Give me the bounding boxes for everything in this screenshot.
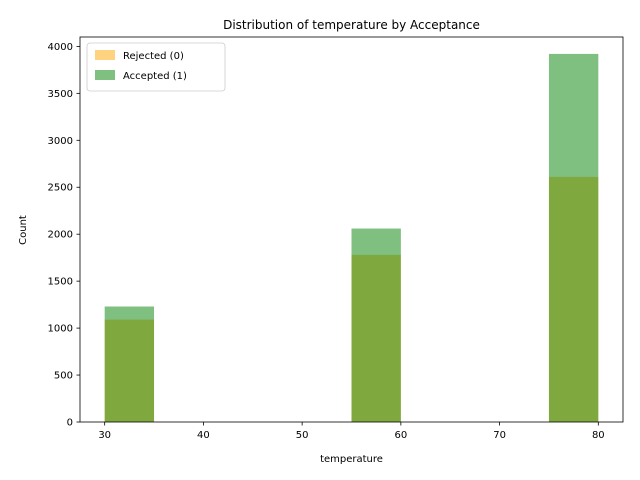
legend-swatch-1 (95, 70, 115, 80)
chart-title: Distribution of temperature by Acceptanc… (223, 18, 480, 32)
y-tick-label: 4000 (48, 42, 73, 53)
bar-series-1-bin-2 (548, 53, 599, 423)
bar-series-1-bin-0 (104, 306, 155, 422)
x-tick-label: 60 (394, 430, 407, 441)
y-tick-label: 2000 (48, 230, 73, 241)
y-tick-label: 1000 (48, 324, 73, 335)
plot-frame (79, 36, 624, 423)
x-tick-label: 70 (493, 430, 506, 441)
x-tick-label: 80 (592, 430, 605, 441)
y-axis-ticks: 0 500 1000 1500 2000 2500 3000 3500 4000 (48, 42, 80, 429)
y-axis-title: Count (18, 215, 29, 245)
x-axis-title: temperature (320, 454, 383, 465)
y-tick-label: 3500 (48, 89, 73, 100)
legend-box (86, 42, 226, 92)
x-tick-label: 40 (197, 430, 210, 441)
y-tick-label: 0 (67, 418, 73, 429)
y-tick-label: 1500 (48, 277, 73, 288)
y-tick-label: 3000 (48, 136, 73, 147)
legend-label-0: Rejected (0) (123, 51, 184, 62)
y-tick-label: 500 (54, 371, 73, 382)
y-tick-label: 2500 (48, 183, 73, 194)
bars-group (104, 53, 599, 423)
legend-swatch-0 (95, 50, 115, 60)
bar-series-1-bin-1 (351, 228, 401, 422)
x-axis-ticks: 30 40 50 60 70 80 (98, 422, 605, 441)
x-tick-label: 50 (296, 430, 309, 441)
legend: Rejected (0) Accepted (1) (86, 42, 226, 92)
x-tick-label: 30 (98, 430, 111, 441)
legend-label-1: Accepted (1) (123, 71, 187, 82)
